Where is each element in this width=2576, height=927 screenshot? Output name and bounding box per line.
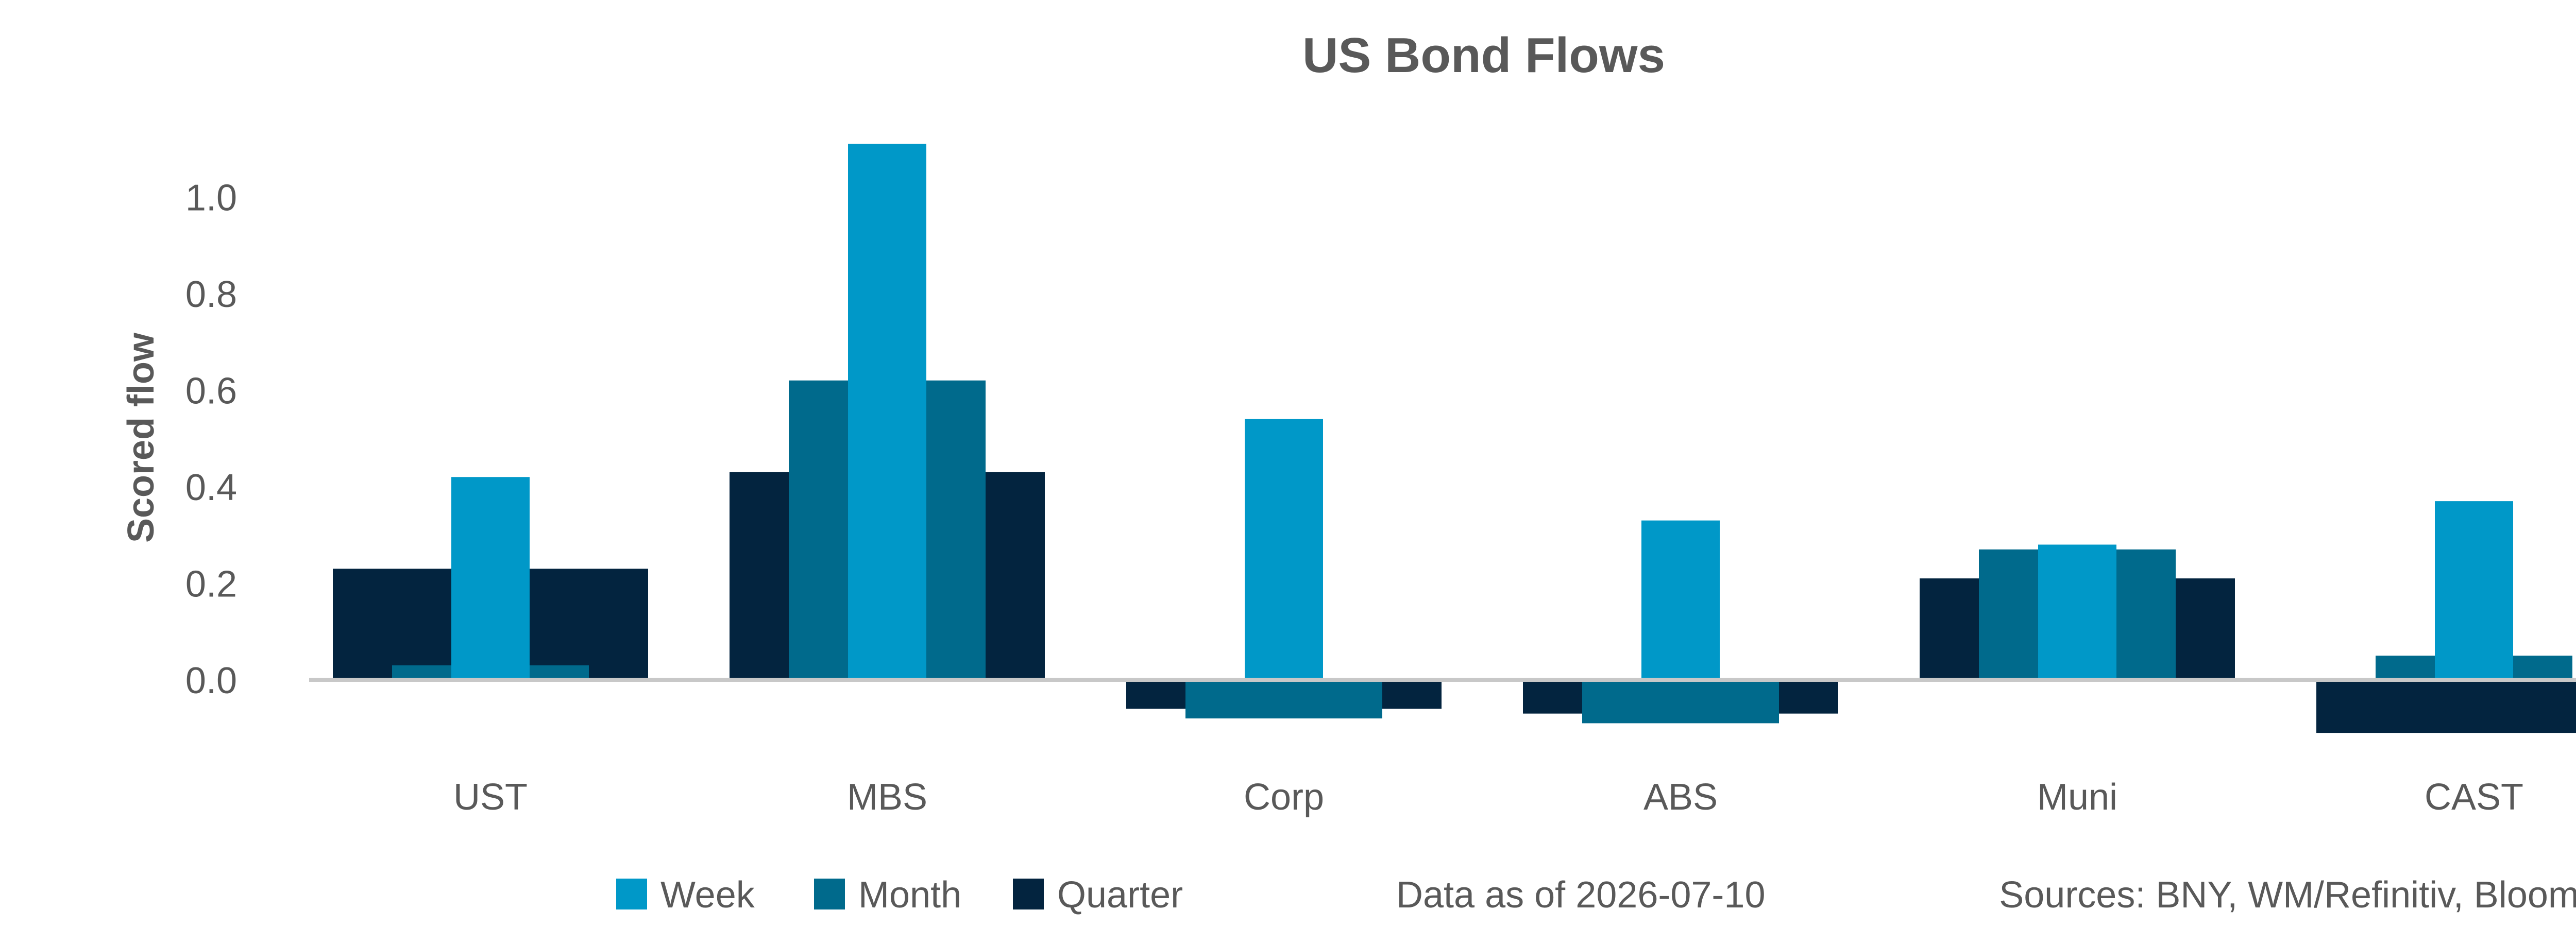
- bar-week-cast: [2435, 501, 2513, 680]
- y-tick-label: 0.2: [185, 564, 237, 605]
- bar-month-abs: [1582, 680, 1779, 724]
- category-labels: UST MBS Corp ABS Muni CAST: [453, 777, 2523, 818]
- y-tick-label: 1.0: [185, 178, 237, 219]
- bar-week-ust: [451, 477, 530, 680]
- x-category-label: Corp: [1244, 777, 1324, 818]
- chart-title: US Bond Flows: [1302, 28, 1665, 83]
- bar-week-corp: [1245, 419, 1323, 680]
- x-category-label: UST: [453, 777, 528, 818]
- bars-group: [333, 144, 2576, 733]
- legend-swatch-quarter: [1013, 879, 1044, 909]
- y-tick-label: 0.4: [185, 467, 237, 508]
- sources-note: Sources: BNY, WM/Refinitiv, Bloomberg: [1999, 874, 2576, 916]
- x-category-label: CAST: [2425, 777, 2523, 818]
- legend: Week Month Quarter: [616, 874, 1183, 916]
- bar-month-corp: [1185, 680, 1382, 718]
- y-tick-label: 0.0: [185, 660, 237, 701]
- bar-week-muni: [2038, 544, 2116, 680]
- x-category-label: Muni: [2037, 777, 2117, 818]
- bar-week-abs: [1641, 520, 1720, 680]
- legend-label-week: Week: [660, 874, 755, 916]
- x-category-label: ABS: [1643, 777, 1718, 818]
- bar-quarter-cast: [2316, 680, 2576, 733]
- x-category-label: MBS: [847, 777, 927, 818]
- legend-swatch-week: [616, 879, 647, 909]
- y-tick-label: 0.8: [185, 274, 237, 315]
- legend-swatch-month: [814, 879, 845, 909]
- y-axis-ticks: 0.0 0.2 0.4 0.6 0.8 1.0: [185, 178, 237, 702]
- y-tick-label: 0.6: [185, 371, 237, 412]
- legend-label-month: Month: [858, 874, 961, 916]
- y-axis-label: Scored flow: [121, 332, 162, 543]
- data-as-of-note: Data as of 2026-07-10: [1396, 874, 1765, 916]
- bar-week-mbs: [848, 144, 926, 680]
- legend-label-quarter: Quarter: [1057, 874, 1183, 916]
